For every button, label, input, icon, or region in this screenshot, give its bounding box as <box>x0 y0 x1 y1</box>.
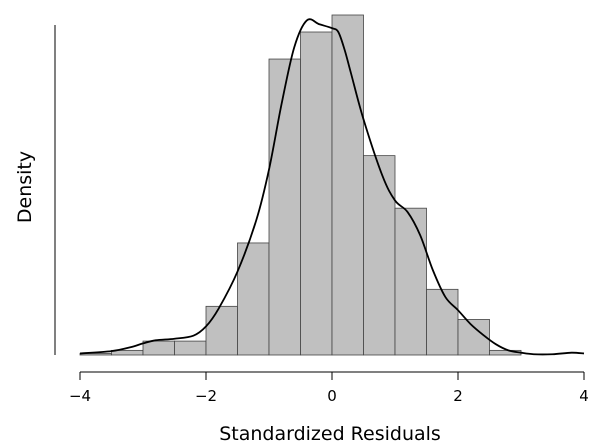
x-tick-label-2: 0 <box>327 387 337 405</box>
histogram-bar-3 <box>174 340 207 356</box>
y-axis-label: Density <box>14 151 36 223</box>
histogram-bar-7 <box>300 31 333 356</box>
x-tick-label-1: −2 <box>195 387 217 405</box>
x-tick-label-3: 2 <box>453 387 463 405</box>
histogram-bar-2 <box>142 340 175 356</box>
x-axis-label: Standardized Residuals <box>219 423 441 444</box>
histogram-bar-8 <box>331 14 364 356</box>
density-curve <box>79 18 585 356</box>
histogram-bar-4 <box>205 305 238 356</box>
histogram-bar-12 <box>457 319 490 356</box>
histogram-bar-10 <box>394 207 427 356</box>
histogram-bar-9 <box>363 155 396 356</box>
x-tick-label-4: 4 <box>579 387 589 405</box>
histogram-bar-11 <box>426 288 459 356</box>
histogram-bar-6 <box>268 58 301 356</box>
x-axis-ticks: −4 −2 0 2 4 <box>69 372 589 405</box>
histogram-bar-5 <box>237 242 270 356</box>
histogram-bars <box>79 14 522 356</box>
x-tick-label-0: −4 <box>69 387 91 405</box>
